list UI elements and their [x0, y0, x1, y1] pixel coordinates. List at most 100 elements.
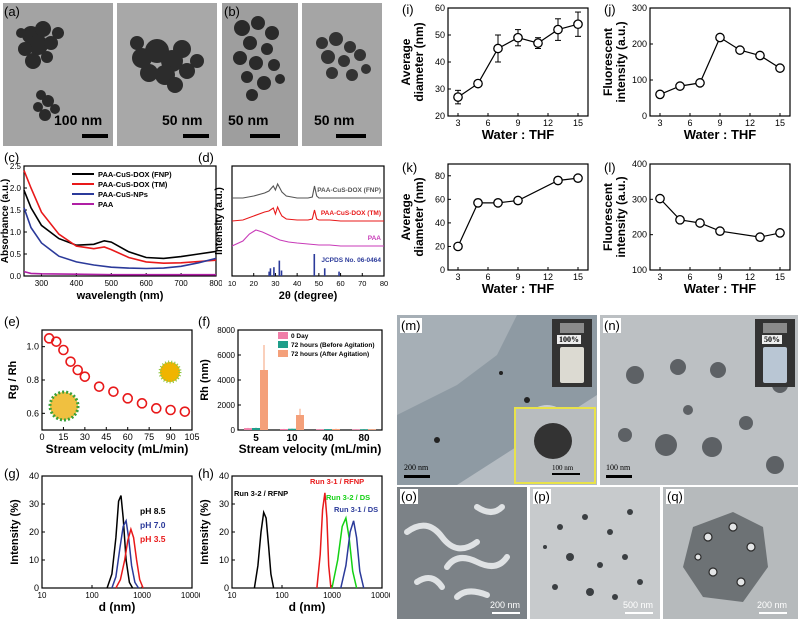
- y-tick-label-e: 0.8: [26, 375, 39, 385]
- data-point-e: [136, 398, 148, 409]
- panel-label-f: (f): [198, 314, 211, 329]
- data-point-k: [453, 241, 463, 252]
- y-axis-label-j: Fluorescent: [601, 28, 615, 96]
- vial-inset-n: 50%: [755, 319, 795, 387]
- data-point-i: [453, 92, 463, 102]
- series-line-g-1: [111, 518, 140, 589]
- x-tick-label-j: 6: [687, 118, 692, 128]
- y-axis-label-k-line2: diameter (nm): [412, 177, 426, 256]
- tem-q-background: [663, 487, 798, 619]
- y-tick-label-i: 40: [435, 57, 445, 67]
- series-line-c-1: [23, 170, 217, 265]
- data-point-i: [513, 32, 523, 43]
- panel-label-a: (a): [4, 4, 20, 19]
- y-tick-label-g: 0: [34, 583, 39, 593]
- bar-f: [280, 429, 288, 430]
- data-point-l: [695, 218, 705, 228]
- scale-bar-q: [759, 612, 787, 614]
- chart-d: 10 20 30 40 50 60 70 80 2θ (degree) Intensity (a.…: [214, 165, 388, 302]
- x-tick-label-k: 12: [543, 272, 553, 282]
- series-label-h: Run 3-1 / DS: [334, 505, 378, 514]
- x-tick-label-l: 6: [687, 272, 692, 282]
- data-point-j: [735, 45, 745, 55]
- y-tick-label-g: 40: [29, 471, 39, 481]
- series-label-h: Run 3-2 / DS: [326, 493, 370, 502]
- series-line-k: [457, 177, 579, 247]
- legend-swatch-f: [278, 350, 288, 357]
- x-tick-label-h: 1000: [323, 591, 341, 600]
- data-point-i: [553, 24, 563, 35]
- data-point-k: [493, 198, 503, 208]
- scale-bar-o: [492, 612, 520, 614]
- panel-label-h: (h): [198, 466, 214, 481]
- vial-m-cap: [560, 323, 584, 333]
- x-tick-label-c: 300: [35, 279, 49, 288]
- x-tick-label-e: 0: [39, 432, 44, 442]
- y-tick-label-j: 200: [632, 39, 647, 49]
- x-tick-label-j: 9: [717, 118, 722, 128]
- y-tick-label-c: 1.5: [10, 206, 22, 215]
- scale-label-o: 200 nm: [490, 600, 521, 610]
- x-axis-label-l: Water : THF: [684, 281, 757, 296]
- x-tick-label-d: 70: [358, 279, 366, 288]
- series-line-h-0: [253, 509, 275, 589]
- series-label-d: PAA: [368, 235, 382, 242]
- vial-m-liquid: [560, 347, 584, 383]
- tem-image-q: [663, 487, 798, 619]
- y-tick-label-j: 0: [642, 111, 647, 121]
- vial-n-liquid: [763, 347, 787, 383]
- data-point-e: [72, 364, 84, 376]
- series-line-g-0: [106, 495, 134, 589]
- x-tick-label-l: 15: [775, 272, 785, 282]
- scale-label-a-left: 100 nm: [54, 112, 103, 128]
- y-tick-label-g: 10: [29, 555, 39, 565]
- panel-label-g: (g): [4, 466, 20, 481]
- series-line-h-1: [316, 492, 332, 589]
- x-tick-label-c: 400: [70, 279, 84, 288]
- bar-f: [252, 428, 260, 430]
- x-tick-label-d: 50: [315, 279, 323, 288]
- data-point-i: [533, 38, 543, 48]
- scale-label-n: 100 nm: [606, 463, 631, 472]
- vial-m-label: 100%: [557, 335, 581, 344]
- x-tick-label-d: 60: [336, 279, 344, 288]
- y-tick-label-f: 2000: [217, 401, 235, 410]
- scale-bar-m: [404, 475, 430, 478]
- y-axis-label-e: Rg / Rh: [7, 360, 19, 399]
- tem-image-o: [397, 487, 527, 619]
- scale-bar-b-right: [336, 134, 366, 138]
- plot-frame-i: [447, 7, 589, 117]
- panel-label-i: (i): [402, 2, 414, 17]
- scale-bar-p: [625, 612, 653, 614]
- x-tick-label-k: 6: [485, 272, 490, 282]
- y-tick-label-j: 300: [632, 3, 647, 13]
- bar-f: [244, 428, 252, 430]
- y-axis-label-h: Intensity (%): [199, 499, 211, 565]
- series-line-h-3: [340, 520, 365, 589]
- tem-image-b-left: [222, 3, 298, 146]
- tem-b-left-particles: [222, 3, 298, 146]
- vial-n-cap: [763, 323, 787, 333]
- data-point-k: [513, 195, 523, 206]
- y-tick-label-g: 30: [29, 499, 39, 509]
- data-point-e: [122, 393, 134, 404]
- x-tick-label-k: 9: [515, 272, 520, 282]
- data-point-e: [79, 371, 91, 382]
- y-tick-label-e: 0.6: [26, 408, 39, 418]
- y-tick-label-i: 30: [435, 84, 445, 94]
- legend-label-c: PAA-CuS-NPs: [98, 190, 148, 199]
- x-tick-label-c: 500: [105, 279, 119, 288]
- x-tick-label-i: 12: [543, 118, 553, 128]
- y-tick-label-l: 100: [632, 265, 647, 275]
- legend-label-c: PAA-CuS-DOX (TM): [98, 180, 168, 189]
- y-axis-label-i-line2: diameter (nm): [412, 22, 426, 101]
- data-point-k: [553, 175, 563, 186]
- x-tick-label-l: 12: [745, 272, 755, 282]
- data-point-e: [108, 386, 119, 397]
- panel-label-j: (j): [604, 2, 616, 17]
- chart-h: 10100100010000010203040d (nm)Intensity (…: [199, 471, 390, 614]
- plot-frame-j: [649, 7, 791, 117]
- x-axis-label-h: d (nm): [289, 600, 326, 614]
- x-tick-label-e: 105: [184, 432, 199, 442]
